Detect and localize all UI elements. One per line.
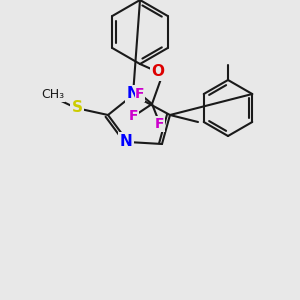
- Text: S: S: [71, 100, 82, 116]
- Text: F: F: [135, 87, 145, 101]
- Text: N: N: [120, 134, 132, 148]
- Text: CH₃: CH₃: [41, 88, 64, 101]
- Text: O: O: [152, 64, 164, 80]
- Text: F: F: [155, 117, 165, 131]
- Text: N: N: [127, 86, 140, 101]
- Text: F: F: [129, 109, 139, 123]
